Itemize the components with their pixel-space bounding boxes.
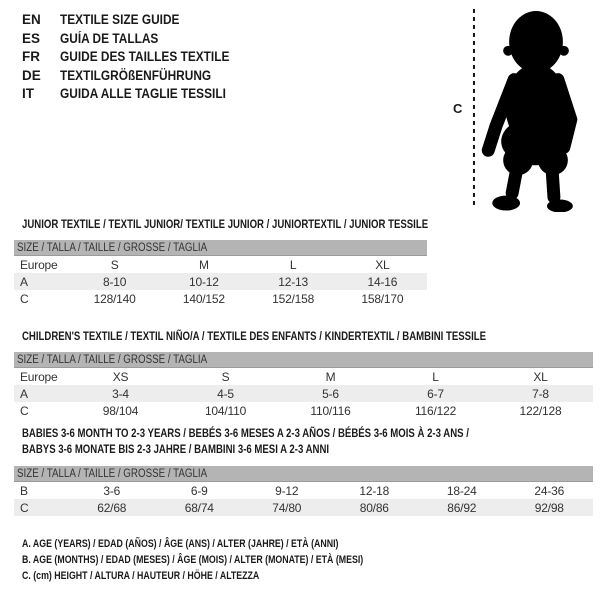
size-header-bar: SIZE / TALLA / TAILLE / GRÖSSE / TAGLIA [14, 466, 593, 482]
footnote-c: C. (cm) HEIGHT / ALTURA / HAUTEUR / HÖHE… [22, 570, 260, 582]
table-cell: XL [533, 369, 548, 384]
language-row: DE TEXTILGRÖßENFÜHRUNG [22, 67, 253, 86]
row-label: C [20, 291, 29, 306]
table-cell: 110/116 [310, 403, 351, 418]
language-row: IT GUIDA ALLE TAGLIE TESSILI [22, 85, 253, 104]
row-label: Europe [20, 369, 58, 384]
table-cell: 68/74 [155, 499, 243, 516]
table-cell: 140/152 [182, 291, 225, 306]
table-cell: XL [375, 257, 390, 272]
baby-silhouette-icon [481, 10, 578, 212]
table-cell: M [325, 369, 336, 384]
junior-size-table: SIZE / TALLA / TAILLE / GRÖSSE / TAGLIA … [14, 240, 427, 307]
table-cell: 98/104 [102, 403, 139, 418]
table-cell: 86/92 [418, 499, 506, 516]
language-code: ES [22, 30, 41, 46]
table-cell: 92/98 [505, 499, 593, 516]
children-size-table: SIZE / TALLA / TAILLE / GRÖSSE / TAGLIA … [14, 352, 593, 419]
table-row: Europe XS S M L XL [14, 368, 593, 386]
table-cell: 128/140 [93, 291, 136, 306]
row-label: C [14, 499, 68, 516]
table-header-row: SIZE / TALLA / TAILLE / GRÖSSE / TAGLIA [14, 240, 427, 256]
children-section-title: CHILDREN'S TEXTILE / TEXTIL NIÑO/A / TEX… [22, 329, 487, 343]
table-cell: 5-6 [278, 385, 383, 402]
table-cell: M [198, 257, 209, 272]
table-cell: 18-24 [446, 483, 477, 498]
table-cell: L [432, 369, 439, 384]
table-row: A 8-10 10-12 12-13 14-16 [14, 273, 427, 290]
language-row: ES GUÍA DE TALLAS [22, 30, 253, 49]
table-cell: 6-7 [383, 385, 488, 402]
table-cell: 9-12 [275, 483, 299, 498]
babies-size-table: SIZE / TALLA / TAILLE / GRÖSSE / TAGLIA … [14, 466, 593, 516]
table-cell: 4-5 [173, 385, 278, 402]
language-title: TEXTILE SIZE GUIDE [60, 12, 180, 27]
table-header-row: SIZE / TALLA / TAILLE / GRÖSSE / TAGLIA [14, 352, 593, 368]
table-cell: 7-8 [488, 385, 593, 402]
table-cell: 80/86 [330, 499, 418, 516]
table-header-row: SIZE / TALLA / TAILLE / GRÖSSE / TAGLIA [14, 466, 593, 482]
table-cell: 3-6 [103, 483, 121, 498]
language-title: TEXTILGRÖßENFÜHRUNG [60, 67, 212, 83]
language-title: GUIDA ALLE TAGLIE TESSILI [60, 86, 226, 102]
language-title: GUÍA DE TALLAS [60, 30, 159, 46]
table-cell: 10-12 [159, 273, 249, 290]
table-cell: 104/110 [204, 403, 247, 418]
footnote-b: B. AGE (MONTHS) / EDAD (MESES) / ÂGE (MO… [22, 554, 364, 566]
table-cell: 62/68 [68, 499, 156, 516]
table-row: B 3-6 6-9 9-12 12-18 18-24 24-36 [14, 482, 593, 500]
table-cell: 12-13 [248, 273, 338, 290]
babies-section-title: BABIES 3-6 MONTH TO 2-3 YEARS / BEBÉS 3-… [22, 426, 469, 456]
footnote-a: A. AGE (YEARS) / EDAD (AÑOS) / ÂGE (ANS)… [22, 538, 339, 550]
table-cell: 116/122 [414, 403, 457, 418]
table-row: Europe S M L XL [14, 256, 427, 274]
table-cell: S [110, 257, 119, 272]
table-row: C 128/140 140/152 152/158 158/170 [14, 290, 427, 307]
language-title: GUIDE DES TAILLES TEXTILE [60, 49, 230, 65]
table-row: A 3-4 4-5 5-6 6-7 7-8 [14, 385, 593, 402]
table-cell: L [289, 257, 297, 272]
language-code: EN [22, 12, 41, 27]
language-row: EN TEXTILE SIZE GUIDE [22, 11, 253, 30]
height-measure-label: C [453, 101, 463, 116]
row-label: C [20, 403, 29, 418]
language-row: FR GUIDE DES TAILLES TEXTILE [22, 48, 253, 67]
table-cell: 12-18 [359, 483, 390, 498]
table-cell: XS [112, 369, 129, 384]
junior-section-title: JUNIOR TEXTILE / TEXTIL JUNIOR/ TEXTILE … [22, 217, 429, 231]
language-code: IT [22, 86, 34, 102]
table-cell: 3-4 [68, 385, 173, 402]
table-cell: S [221, 369, 230, 384]
language-code: DE [22, 67, 41, 83]
row-label: A [14, 385, 68, 402]
table-cell: 74/80 [243, 499, 331, 516]
table-row: C 98/104 104/110 110/116 116/122 122/128 [14, 402, 593, 419]
table-cell: 24-36 [534, 483, 565, 498]
row-label: Europe [20, 257, 58, 272]
table-cell: 6-9 [190, 483, 208, 498]
table-cell: 158/170 [361, 291, 404, 306]
table-cell: 8-10 [70, 273, 160, 290]
table-row: C 62/68 68/74 74/80 80/86 86/92 92/98 [14, 499, 593, 516]
table-cell: 14-16 [337, 273, 427, 290]
row-label: B [20, 483, 28, 498]
table-cell: 152/158 [272, 291, 315, 306]
size-header-bar: SIZE / TALLA / TAILLE / GRÖSSE / TAGLIA [14, 352, 593, 368]
language-legend: EN TEXTILE SIZE GUIDE ES GUÍA DE TALLAS FR… [22, 11, 253, 104]
table-cell: 122/128 [519, 403, 562, 418]
language-code: FR [22, 49, 40, 65]
row-label: A [14, 273, 70, 290]
height-measure-dashed-line [473, 9, 475, 206]
size-header-bar: SIZE / TALLA / TAILLE / GRÖSSE / TAGLIA [14, 240, 427, 256]
